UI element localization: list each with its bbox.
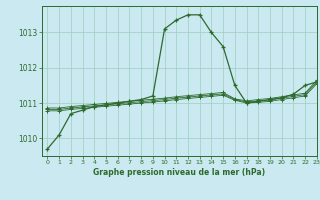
- X-axis label: Graphe pression niveau de la mer (hPa): Graphe pression niveau de la mer (hPa): [93, 168, 265, 177]
